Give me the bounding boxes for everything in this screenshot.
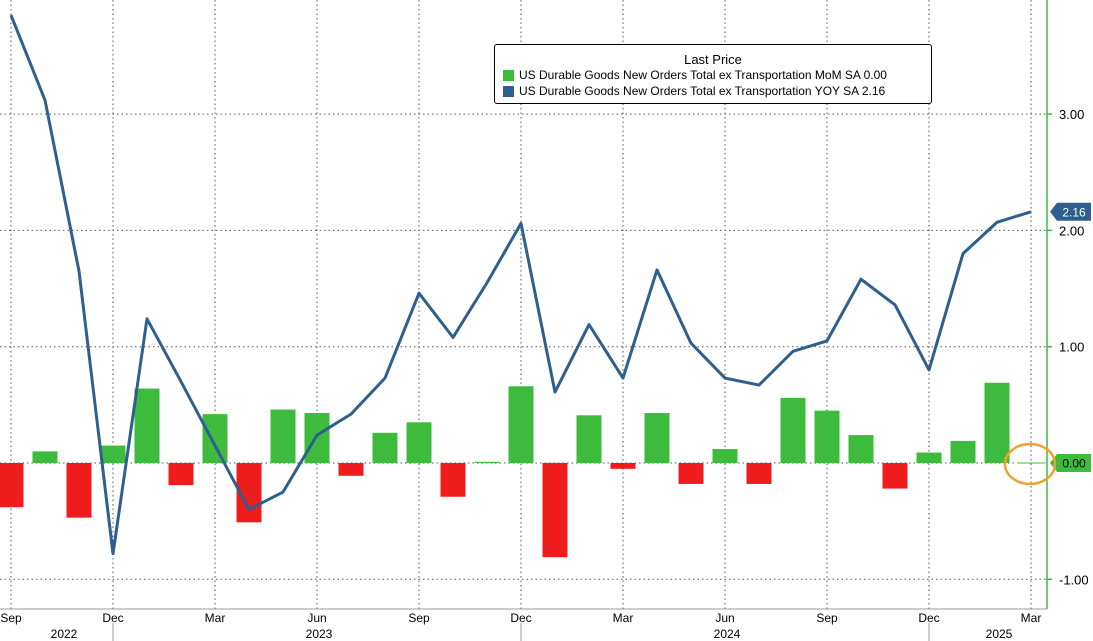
x-tick-label: Sep (816, 611, 838, 625)
mom-bar (848, 435, 874, 463)
y-tick-label: 3.00 (1059, 107, 1084, 122)
legend-label-mom: US Durable Goods New Orders Total ex Tra… (519, 68, 887, 82)
mom-bar (644, 412, 670, 463)
x-year-label: 2022 (51, 627, 78, 641)
mom-bar (168, 463, 194, 486)
x-tick-label: Sep (408, 611, 430, 625)
legend-item-yoy: US Durable Goods New Orders Total ex Tra… (503, 83, 931, 99)
mom-bar (474, 461, 500, 463)
mom-bar (202, 414, 228, 463)
mom-bar (0, 463, 24, 508)
y-axis-right: 3.00 2.00 1.00 -1.00 (1046, 0, 1089, 609)
mom-bar (610, 463, 636, 469)
mom-bar (780, 397, 806, 463)
y-tick-label: 2.00 (1059, 223, 1084, 238)
mom-bar (338, 463, 364, 476)
yoy-line-series (9, 14, 1032, 556)
mom-last-badge: 0.00 (1050, 454, 1091, 472)
x-tick-label: Dec (102, 611, 123, 625)
y-tick-label: 1.00 (1059, 340, 1084, 355)
mom-last-badge-text: 0.00 (1062, 457, 1086, 471)
x-year-label: 2025 (986, 627, 1013, 641)
mom-bar (270, 409, 296, 463)
y-tick-label: -1.00 (1059, 572, 1089, 587)
mom-bar (372, 432, 398, 463)
mom-bar (508, 386, 534, 463)
mom-bar (950, 440, 976, 463)
legend-swatch-yoy (503, 85, 514, 97)
x-year-label: 2023 (306, 627, 333, 641)
mom-bar (440, 463, 466, 497)
legend-swatch-mom (503, 69, 514, 81)
mom-bar (542, 463, 568, 558)
mom-bar (134, 388, 160, 463)
x-tick-label: Dec (918, 611, 939, 625)
mom-bar (66, 463, 92, 518)
legend-item-mom: US Durable Goods New Orders Total ex Tra… (503, 67, 931, 83)
mom-last-badge-shape (1050, 454, 1091, 472)
legend-title: Last Price (684, 52, 742, 67)
highlight-circle (1003, 442, 1057, 486)
mom-bar (100, 445, 126, 463)
yoy-last-badge-text: 2.16 (1062, 205, 1086, 219)
x-tick-label: Mar (205, 611, 226, 625)
x-tick-label: Sep (0, 611, 22, 625)
x-tick-label: Mar (613, 611, 634, 625)
x-tick-label: Jun (715, 611, 734, 625)
mom-bar (406, 422, 432, 463)
mom-bar (678, 463, 704, 484)
mom-bar (984, 382, 1010, 463)
yoy-last-badge-shape (1050, 202, 1091, 221)
mom-bar (916, 452, 942, 463)
x-tick-label: Mar (1021, 611, 1042, 625)
value-badges: 2.16 0.00 (1050, 202, 1091, 472)
x-year-label: 2024 (714, 627, 741, 641)
x-tick-label: Jun (307, 611, 326, 625)
mom-bar (712, 449, 738, 463)
chart-legend: Last Price US Durable Goods New Orders T… (494, 44, 932, 104)
mom-bar (882, 463, 908, 489)
yoy-last-badge: 2.16 (1050, 202, 1091, 221)
x-tick-label: Dec (510, 611, 531, 625)
mom-bar (814, 410, 840, 463)
mom-bar (32, 451, 58, 463)
mom-bar (746, 463, 772, 484)
x-axis: Sep Dec Mar Jun Sep Dec Mar Jun Sep Dec Mar 2022 202… (0, 608, 1047, 641)
mom-bars (0, 382, 1010, 558)
mom-bar (576, 415, 602, 463)
legend-label-yoy: US Durable Goods New Orders Total ex Tra… (519, 84, 886, 98)
